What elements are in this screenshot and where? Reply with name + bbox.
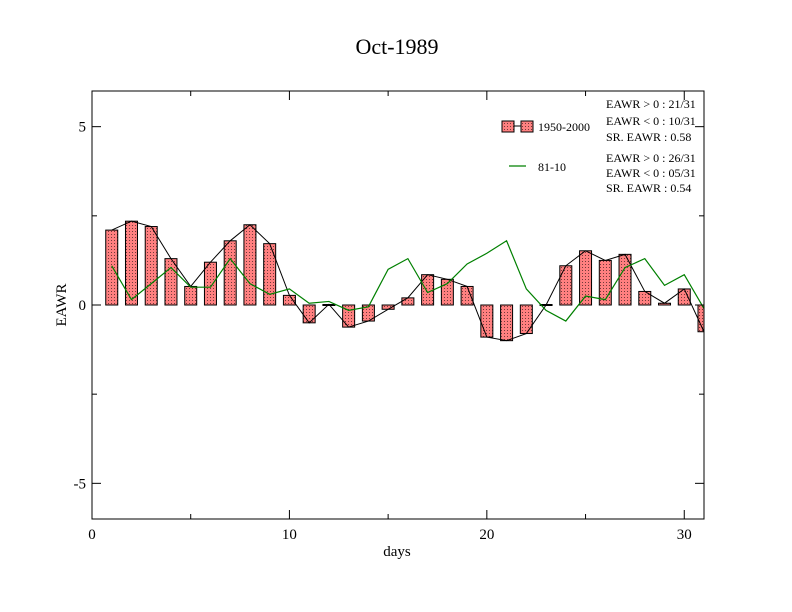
- bar-day-24: [559, 265, 573, 306]
- chart-title: Oct-1989: [355, 34, 438, 59]
- line-series-group: [111, 220, 705, 342]
- stat-8110-sr: SR. EAWR : 0.54: [606, 181, 691, 195]
- line-1950-2000: [111, 220, 705, 342]
- bar-day-16: [401, 297, 415, 306]
- bar-day-7: [223, 240, 237, 306]
- bar-series-group: [105, 220, 705, 342]
- tick-group: 0 10 20 30 -5 0 5: [74, 91, 704, 543]
- bar-day-20: [480, 304, 494, 338]
- y-tick-label: 0: [79, 298, 87, 314]
- stat-1950-positive: EAWR > 0 : 21/31: [606, 97, 696, 111]
- legend-swatch-bar-right: [520, 120, 534, 133]
- y-tick-label: 5: [79, 120, 87, 136]
- stats-annotations: EAWR > 0 : 21/31 EAWR < 0 : 10/31 SR. EA…: [606, 97, 696, 195]
- bar-day-1: [105, 229, 119, 306]
- legend: 1950-2000 81-10: [501, 120, 590, 174]
- bar-day-4: [164, 258, 178, 306]
- legend-swatch-bar-left: [501, 120, 515, 133]
- x-axis-label: days: [383, 544, 411, 560]
- bar-day-5: [184, 285, 198, 306]
- bar-day-9: [263, 243, 277, 306]
- bar-day-21: [500, 304, 514, 342]
- y-tick-label: -5: [74, 476, 87, 492]
- bar-day-31: [697, 304, 705, 333]
- line-81-10: [111, 239, 705, 322]
- x-tick-label: 20: [479, 527, 494, 543]
- legend-label-81-10: 81-10: [538, 160, 566, 174]
- legend-label-1950-2000: 1950-2000: [538, 120, 590, 134]
- stat-8110-positive: EAWR > 0 : 26/31: [606, 151, 696, 165]
- bar-day-3: [144, 226, 158, 306]
- bar-day-11: [302, 304, 316, 324]
- y-axis-label: EAWR: [54, 284, 70, 327]
- bar-day-8: [243, 224, 257, 306]
- x-tick-label: 10: [282, 527, 297, 543]
- bar-day-6: [203, 261, 217, 306]
- x-tick-label: 30: [677, 527, 692, 543]
- x-tick-label: 0: [88, 527, 96, 543]
- stat-8110-negative: EAWR < 0 : 05/31: [606, 166, 696, 180]
- stat-1950-negative: EAWR < 0 : 10/31: [606, 114, 696, 128]
- plot-frame: [91, 90, 705, 520]
- bar-day-19: [460, 285, 474, 306]
- bar-day-22: [519, 304, 533, 335]
- stat-1950-sr: SR. EAWR : 0.58: [606, 130, 691, 144]
- bar-day-10: [282, 294, 296, 306]
